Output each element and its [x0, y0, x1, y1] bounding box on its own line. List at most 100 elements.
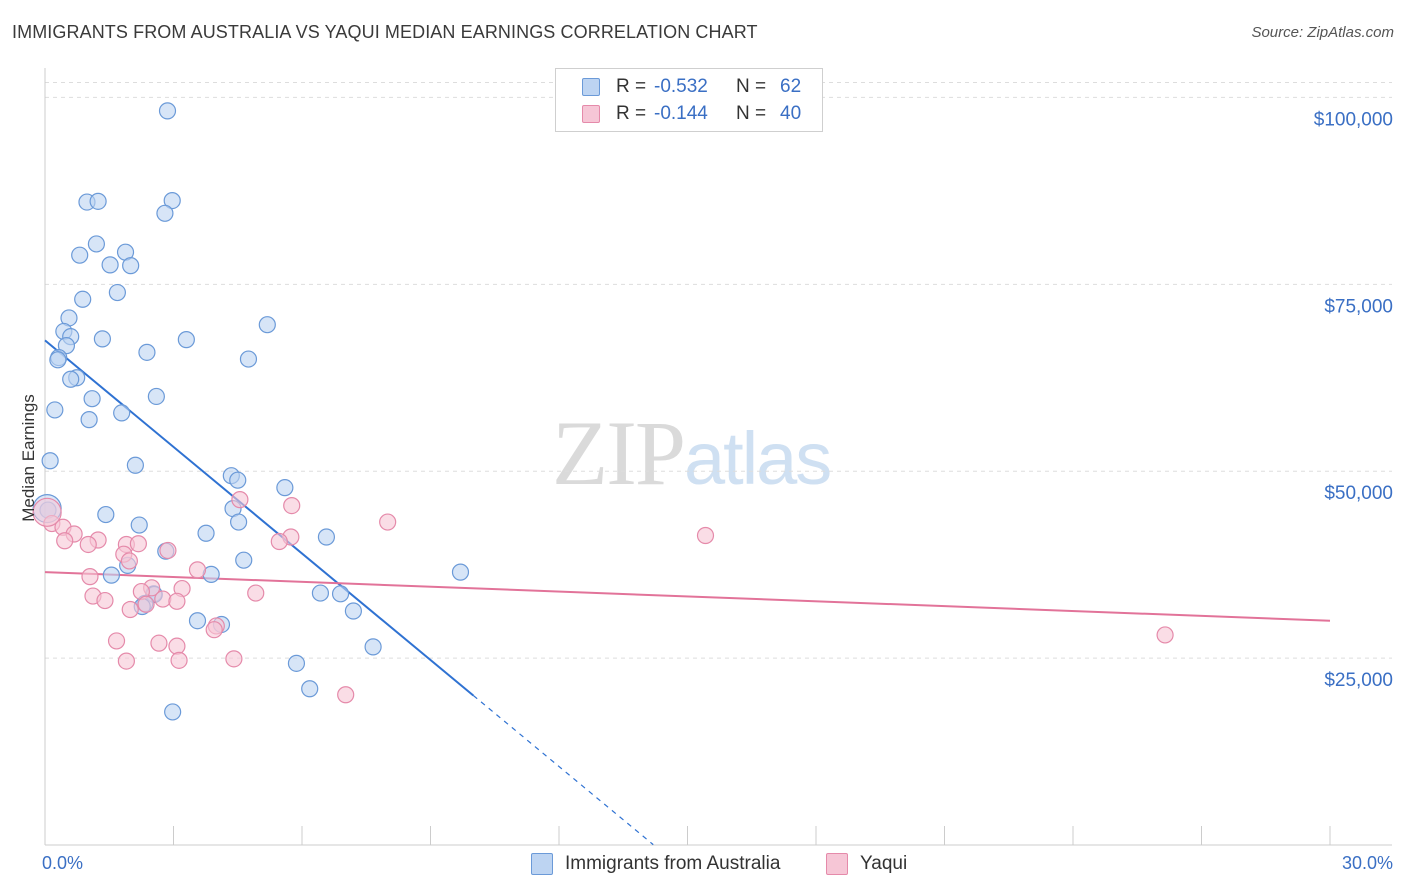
- yaqui-point: [270, 532, 288, 551]
- australia-point: [276, 479, 294, 497]
- trend-layer: [44, 339, 1331, 846]
- australia-trend-line: [44, 339, 474, 697]
- yaqui-point: [79, 535, 97, 554]
- yaqui-point: [188, 561, 207, 579]
- australia-point: [126, 456, 144, 474]
- legend-n-value: 62: [780, 76, 802, 97]
- australia-point: [101, 256, 119, 274]
- yaqui-point: [225, 650, 243, 668]
- australia-point: [197, 524, 215, 542]
- australia-point: [229, 471, 247, 489]
- australia-point: [80, 411, 98, 429]
- australia-point: [147, 387, 165, 406]
- australia-point: [344, 602, 362, 620]
- yaqui-point: [1156, 626, 1174, 644]
- australia-point: [87, 235, 106, 253]
- yaqui-point: [379, 513, 397, 531]
- legend-n-label: N =: [736, 76, 767, 97]
- yaqui-point: [231, 491, 249, 509]
- yaqui-point: [154, 590, 172, 608]
- legend-row-yaqui: R = -0.144 N = 40: [556, 101, 801, 127]
- yaqui-point: [137, 595, 155, 613]
- legend-r-label: R =: [616, 103, 647, 124]
- yaqui-point: [168, 637, 186, 655]
- yaqui-point: [159, 541, 177, 560]
- yaqui-point: [96, 591, 114, 610]
- yaqui-point: [81, 568, 99, 586]
- australia-trend-extension: [472, 695, 654, 846]
- yaqui-point: [117, 652, 135, 670]
- watermark-atlas: atlas: [684, 417, 832, 500]
- stats-legend: R = -0.532 N = 62 R = -0.144 N = 40: [555, 68, 823, 132]
- australia-point: [41, 452, 59, 470]
- yaqui-point: [205, 621, 223, 639]
- y-axis-title: Median Earnings: [19, 394, 38, 522]
- yaqui-point: [129, 535, 147, 553]
- australia-point: [108, 283, 126, 302]
- bottom-legend-swatch-yaqui: [826, 853, 848, 875]
- australia-point: [74, 290, 92, 308]
- yaqui-point: [107, 632, 126, 650]
- yaqui-point: [32, 497, 62, 527]
- australia-point: [49, 351, 67, 369]
- australia-point: [93, 330, 111, 348]
- source-label: Source: ZipAtlas.com: [1251, 24, 1394, 41]
- australia-point: [301, 680, 319, 698]
- legend-swatch-yaqui: [582, 105, 600, 123]
- yaqui-point: [283, 497, 301, 515]
- australia-point: [163, 191, 181, 210]
- yaqui-point: [170, 651, 188, 669]
- x-tick-label-max: 30.0%: [1342, 853, 1393, 873]
- australia-point: [311, 584, 330, 602]
- australia-point: [177, 331, 195, 349]
- y-tick-label: $50,000: [1324, 483, 1393, 504]
- legend-r-value: -0.144: [654, 103, 708, 124]
- watermark-zip: ZIP: [552, 402, 686, 504]
- yaqui-point: [120, 552, 138, 570]
- legend-n-label: N =: [736, 103, 767, 124]
- legend-row-australia: R = -0.532 N = 62: [556, 74, 801, 100]
- australia-point: [71, 246, 89, 264]
- australia-point: [89, 192, 107, 210]
- yaqui-point: [56, 532, 74, 550]
- australia-point: [235, 551, 253, 569]
- australia-point: [230, 513, 248, 531]
- australia-point: [102, 566, 120, 584]
- yaqui-point: [247, 584, 265, 602]
- australia-point: [156, 204, 174, 222]
- australia-point: [317, 528, 336, 546]
- bottom-legend-label-australia: Immigrants from Australia: [565, 853, 781, 874]
- australia-point: [46, 401, 64, 419]
- grid-layer: [45, 81, 1392, 659]
- australia-point: [138, 343, 156, 361]
- australia-point: [451, 563, 470, 581]
- legend-n-value: 40: [780, 103, 802, 124]
- y-tick-label: $100,000: [1314, 109, 1393, 130]
- y-tick-label: $75,000: [1324, 296, 1393, 317]
- yaqui-trend-line: [44, 571, 1331, 622]
- bottom-legend-label-yaqui: Yaqui: [860, 853, 908, 874]
- australia-point: [239, 350, 258, 368]
- yaqui-point: [168, 592, 186, 610]
- legend-r-label: R =: [616, 76, 647, 97]
- x-tick-label-min: 0.0%: [42, 853, 83, 873]
- chart-title: IMMIGRANTS FROM AUSTRALIA VS YAQUI MEDIA…: [12, 22, 758, 42]
- legend-r-value: -0.532: [654, 76, 708, 97]
- watermark: ZIPatlas: [552, 400, 832, 506]
- australia-point: [331, 585, 350, 603]
- australia-point: [364, 638, 382, 656]
- australia-point: [130, 516, 148, 534]
- australia-point: [113, 404, 131, 422]
- points-layer: [32, 102, 1174, 721]
- label-layer: $25,000 $50,000 $75,000 $100,000 0.0% 30.0% Me…: [19, 109, 1393, 873]
- bottom-legend-australia: Immigrants from Australia: [531, 851, 780, 877]
- australia-point: [57, 337, 76, 355]
- australia-point: [258, 316, 276, 334]
- bottom-legend-yaqui: Yaqui: [826, 851, 907, 877]
- australia-point: [122, 257, 140, 275]
- australia-point: [164, 703, 182, 721]
- yaqui-point: [150, 634, 168, 652]
- yaqui-point: [337, 686, 355, 704]
- yaqui-point: [696, 526, 715, 545]
